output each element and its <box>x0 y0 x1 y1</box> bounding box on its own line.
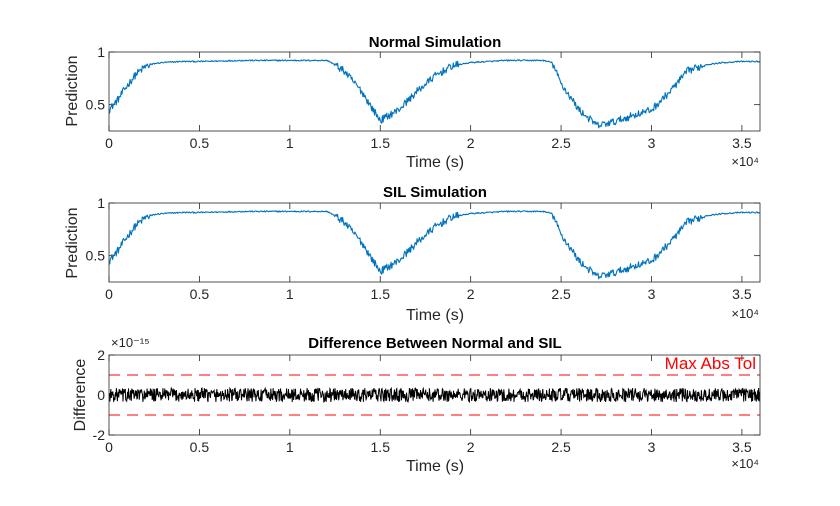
x-tick-label: 2 <box>467 135 475 151</box>
y-axis-label: Prediction <box>64 55 81 126</box>
x-tick-label: 1 <box>286 439 294 455</box>
x-tick-label: 2.5 <box>551 439 571 455</box>
x-tick-label: 3.5 <box>732 439 752 455</box>
y-tick-label: 0 <box>97 387 105 403</box>
x-tick-label: 0 <box>105 286 113 302</box>
y-tick-label: 2 <box>97 347 105 363</box>
x-axis-exponent: ×10⁴ <box>731 456 759 471</box>
x-tick-label: 0.5 <box>190 135 210 151</box>
y-tick-label: 1 <box>97 195 105 211</box>
x-tick-label: 3.5 <box>732 135 752 151</box>
y-axis-exponent: ×10⁻¹⁵ <box>111 335 150 350</box>
x-axis-exponent: ×10⁴ <box>731 154 759 169</box>
panel-difference: Difference Between Normal and SIL ×10⁻¹⁵… <box>72 335 761 475</box>
x-tick-label: 3 <box>648 135 656 151</box>
x-tick-label: 2 <box>467 439 475 455</box>
x-tick-label: 0 <box>105 439 113 455</box>
x-tick-label: 1.5 <box>371 135 391 151</box>
x-tick-label: 3.5 <box>732 286 752 302</box>
axes-box <box>108 202 761 283</box>
chart-title: Normal Simulation <box>369 34 502 51</box>
axes-box <box>108 354 761 436</box>
x-tick-label: 0 <box>105 135 113 151</box>
chart-title: SIL Simulation <box>383 184 487 201</box>
x-tick-label: 2.5 <box>551 286 571 302</box>
x-tick-label: 1.5 <box>371 439 391 455</box>
y-tick-label: 1 <box>97 44 105 60</box>
x-tick-label: 0.5 <box>190 286 210 302</box>
x-tick-label: 0.5 <box>190 439 210 455</box>
y-axis-label: Prediction <box>64 207 81 278</box>
panel-sil-simulation: SIL Simulation 0 0.5 1 1.5 2 2.5 3 3.5 0.5 1 Time… <box>64 184 761 324</box>
x-tick-label: 1 <box>286 135 294 151</box>
x-axis-exponent: ×10⁴ <box>731 306 759 321</box>
y-tick-label: 0.5 <box>86 248 106 264</box>
y-axis-label: Difference <box>72 359 89 432</box>
x-axis-label: Time (s) <box>406 307 464 324</box>
difference-line <box>108 386 761 404</box>
x-tick-label: 1.5 <box>371 286 391 302</box>
axes-box <box>108 51 761 132</box>
series-line <box>108 59 761 129</box>
x-tick-label: 3 <box>648 286 656 302</box>
x-axis-label: Time (s) <box>406 154 464 171</box>
x-tick-label: 3 <box>648 439 656 455</box>
x-axis-label: Time (s) <box>406 458 464 475</box>
y-tick-label: -2 <box>93 427 106 443</box>
x-tick-label: 2 <box>467 286 475 302</box>
y-tick-label: 0.5 <box>86 97 106 113</box>
series-line <box>108 210 761 280</box>
x-tick-label: 2.5 <box>551 135 571 151</box>
panel-normal-simulation: Normal Simulation 0 0.5 1 1.5 2 2.5 3 3.5 0.5 1 T… <box>64 34 761 171</box>
x-tick-label: 1 <box>286 286 294 302</box>
chart-title: Difference Between Normal and SIL <box>308 335 561 352</box>
tolerance-label: Max Abs Tol <box>665 354 756 373</box>
